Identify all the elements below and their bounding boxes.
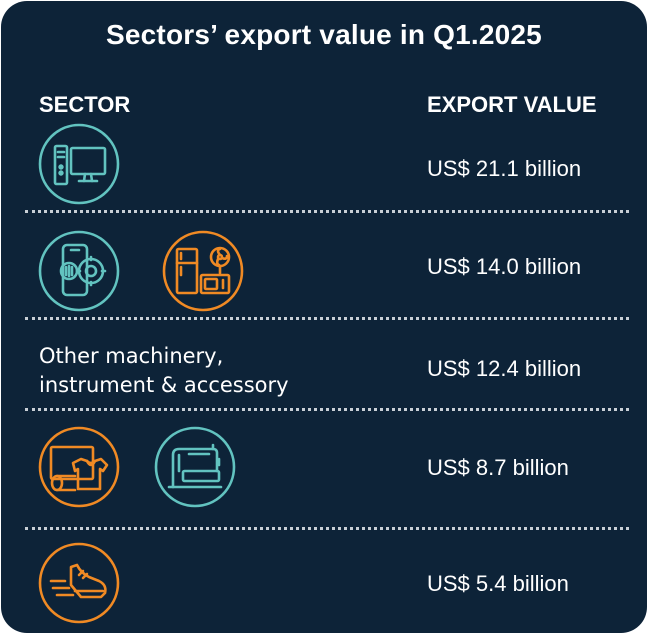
export-value-row-2: US$ 14.0 billion bbox=[427, 254, 582, 279]
row-divider bbox=[25, 527, 629, 530]
export-value-row-3: US$ 12.4 billion bbox=[427, 356, 582, 381]
row-divider bbox=[25, 317, 629, 320]
textile-garment-icon bbox=[37, 425, 121, 509]
phone-components-icon bbox=[37, 229, 121, 313]
sewing-machine-icon bbox=[153, 425, 237, 509]
home-appliances-icon bbox=[161, 229, 245, 313]
sector-label-line-2: instrument & accessory bbox=[39, 373, 289, 397]
export-value-row-5: US$ 5.4 billion bbox=[427, 571, 569, 596]
export-value-column-header: EXPORT VALUE bbox=[427, 92, 597, 117]
row-divider bbox=[25, 210, 629, 213]
export-value-row-1: US$ 21.1 billion bbox=[427, 156, 582, 181]
row-divider bbox=[25, 408, 629, 411]
chart-title: Sectors’ export value in Q1.2025 bbox=[106, 19, 542, 50]
export-value-row-4: US$ 8.7 billion bbox=[427, 455, 569, 480]
footwear-icon bbox=[37, 541, 121, 625]
sector-column-header: SECTOR bbox=[39, 92, 131, 117]
computer-icon bbox=[37, 122, 121, 206]
sector-label-line-1: Other machinery, bbox=[39, 344, 224, 368]
